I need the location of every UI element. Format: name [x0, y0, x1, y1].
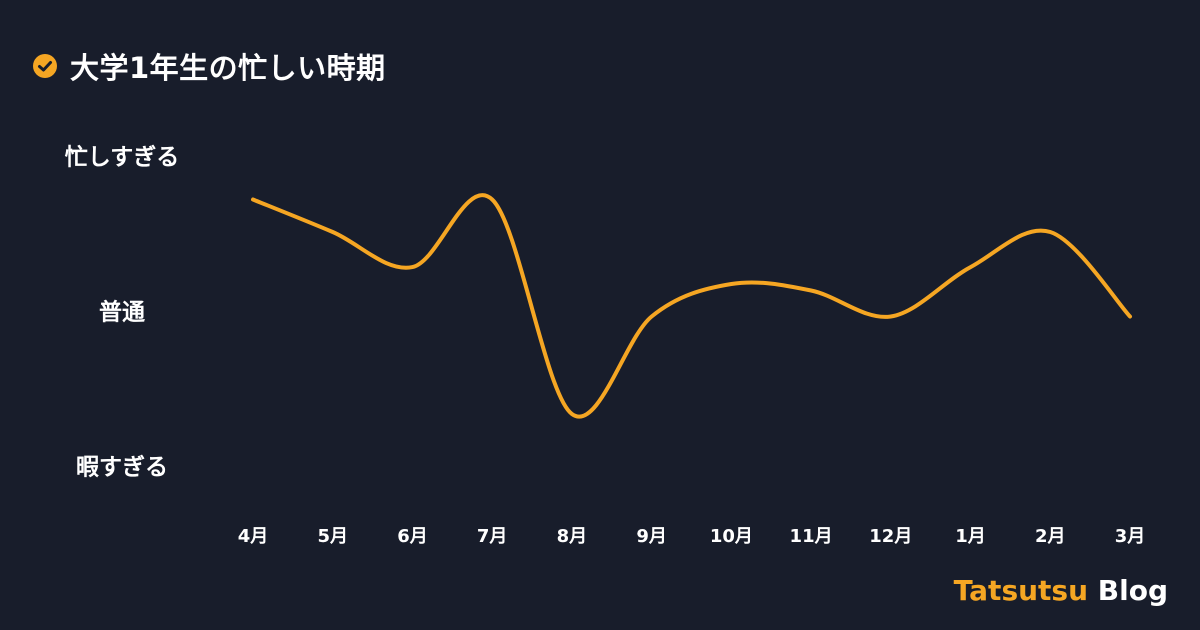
x-tick-label: 8月	[557, 526, 588, 547]
x-tick-label: 11月	[790, 526, 833, 547]
x-tick-label: 4月	[238, 526, 269, 547]
x-axis-labels: 4月 5月 6月 7月 8月 9月 10月 11月 12月 1月 2月 3月	[238, 526, 1146, 547]
y-tick-label: 普通	[99, 299, 145, 326]
x-tick-label: 9月	[636, 526, 667, 547]
x-tick-label: 2月	[1035, 526, 1066, 547]
y-tick-label: 忙しすぎる	[65, 144, 180, 171]
x-tick-label: 3月	[1115, 526, 1146, 547]
brand-logo-text: Tatsutsu Blog	[954, 574, 1168, 607]
x-tick-label: 5月	[317, 526, 348, 547]
busyness-series-line	[251, 193, 1132, 419]
x-tick-label: 1月	[955, 526, 986, 547]
y-tick-label: 暇すぎる	[76, 454, 168, 481]
brand-name-rest: Blog	[1097, 574, 1168, 607]
x-tick-label: 12月	[869, 526, 912, 547]
brand-name-accent: Tatsutsu	[953, 574, 1089, 607]
x-tick-label: 6月	[397, 526, 428, 547]
x-tick-label: 10月	[710, 526, 753, 547]
chart-title-row: 大学1年生の忙しい時期	[32, 46, 386, 86]
x-tick-label: 7月	[477, 526, 508, 547]
check-circle-icon	[33, 54, 57, 78]
chart-title: 大学1年生の忙しい時期	[70, 51, 386, 85]
